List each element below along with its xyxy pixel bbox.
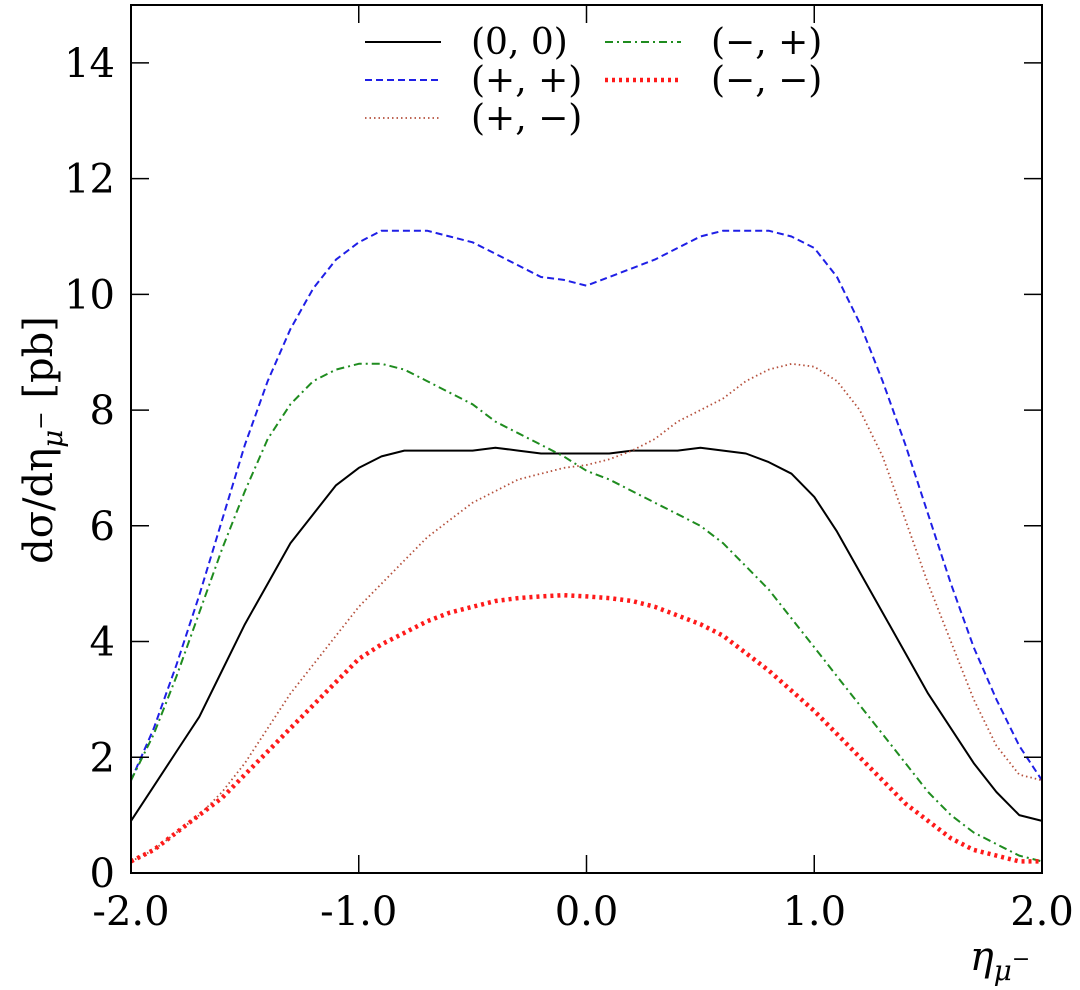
y-axis: 0 2 4 6 8 10 12 14 — [64, 41, 1042, 897]
legend-label: (−, +) — [711, 22, 822, 63]
series-line-1 — [130, 446, 1043, 822]
x-tick-label: 0.0 — [555, 889, 619, 935]
x-tick-label: -2.0 — [92, 889, 169, 935]
x-axis-title: ημ− — [970, 934, 1031, 987]
y-axis-title: dσ/dημ− [pb] — [16, 316, 69, 564]
series-line-3 — [130, 362, 1043, 863]
y-tick-label: 10 — [64, 272, 115, 318]
legend: (0, 0)(+, +)(+, −) (−, +)(−, −) — [365, 22, 822, 139]
x-axis: -2.0 -1.0 0.0 1.0 2.0 — [92, 5, 1074, 935]
y-tick-label: 4 — [90, 620, 115, 666]
legend-label: (+, −) — [471, 98, 582, 139]
y-tick-label: 8 — [90, 388, 115, 434]
x-tick-label: 1.0 — [782, 889, 846, 935]
series-line-4 — [130, 362, 1043, 863]
series-line-5 — [129, 592, 1042, 864]
y-tick-label: 0 — [90, 851, 115, 897]
legend-label: (−, −) — [711, 60, 822, 101]
series-lines — [129, 229, 1043, 864]
legend-label: (+, +) — [471, 60, 582, 101]
y-tick-label: 14 — [64, 41, 115, 87]
x-tick-label: -1.0 — [320, 889, 397, 935]
series-line-2 — [130, 229, 1043, 781]
y-tick-label: 2 — [90, 735, 115, 781]
y-tick-label: 12 — [64, 157, 115, 203]
y-tick-label: 6 — [90, 504, 115, 550]
x-tick-label: 2.0 — [1010, 889, 1074, 935]
plot-frame — [130, 4, 1043, 874]
legend-label: (0, 0) — [471, 22, 568, 63]
